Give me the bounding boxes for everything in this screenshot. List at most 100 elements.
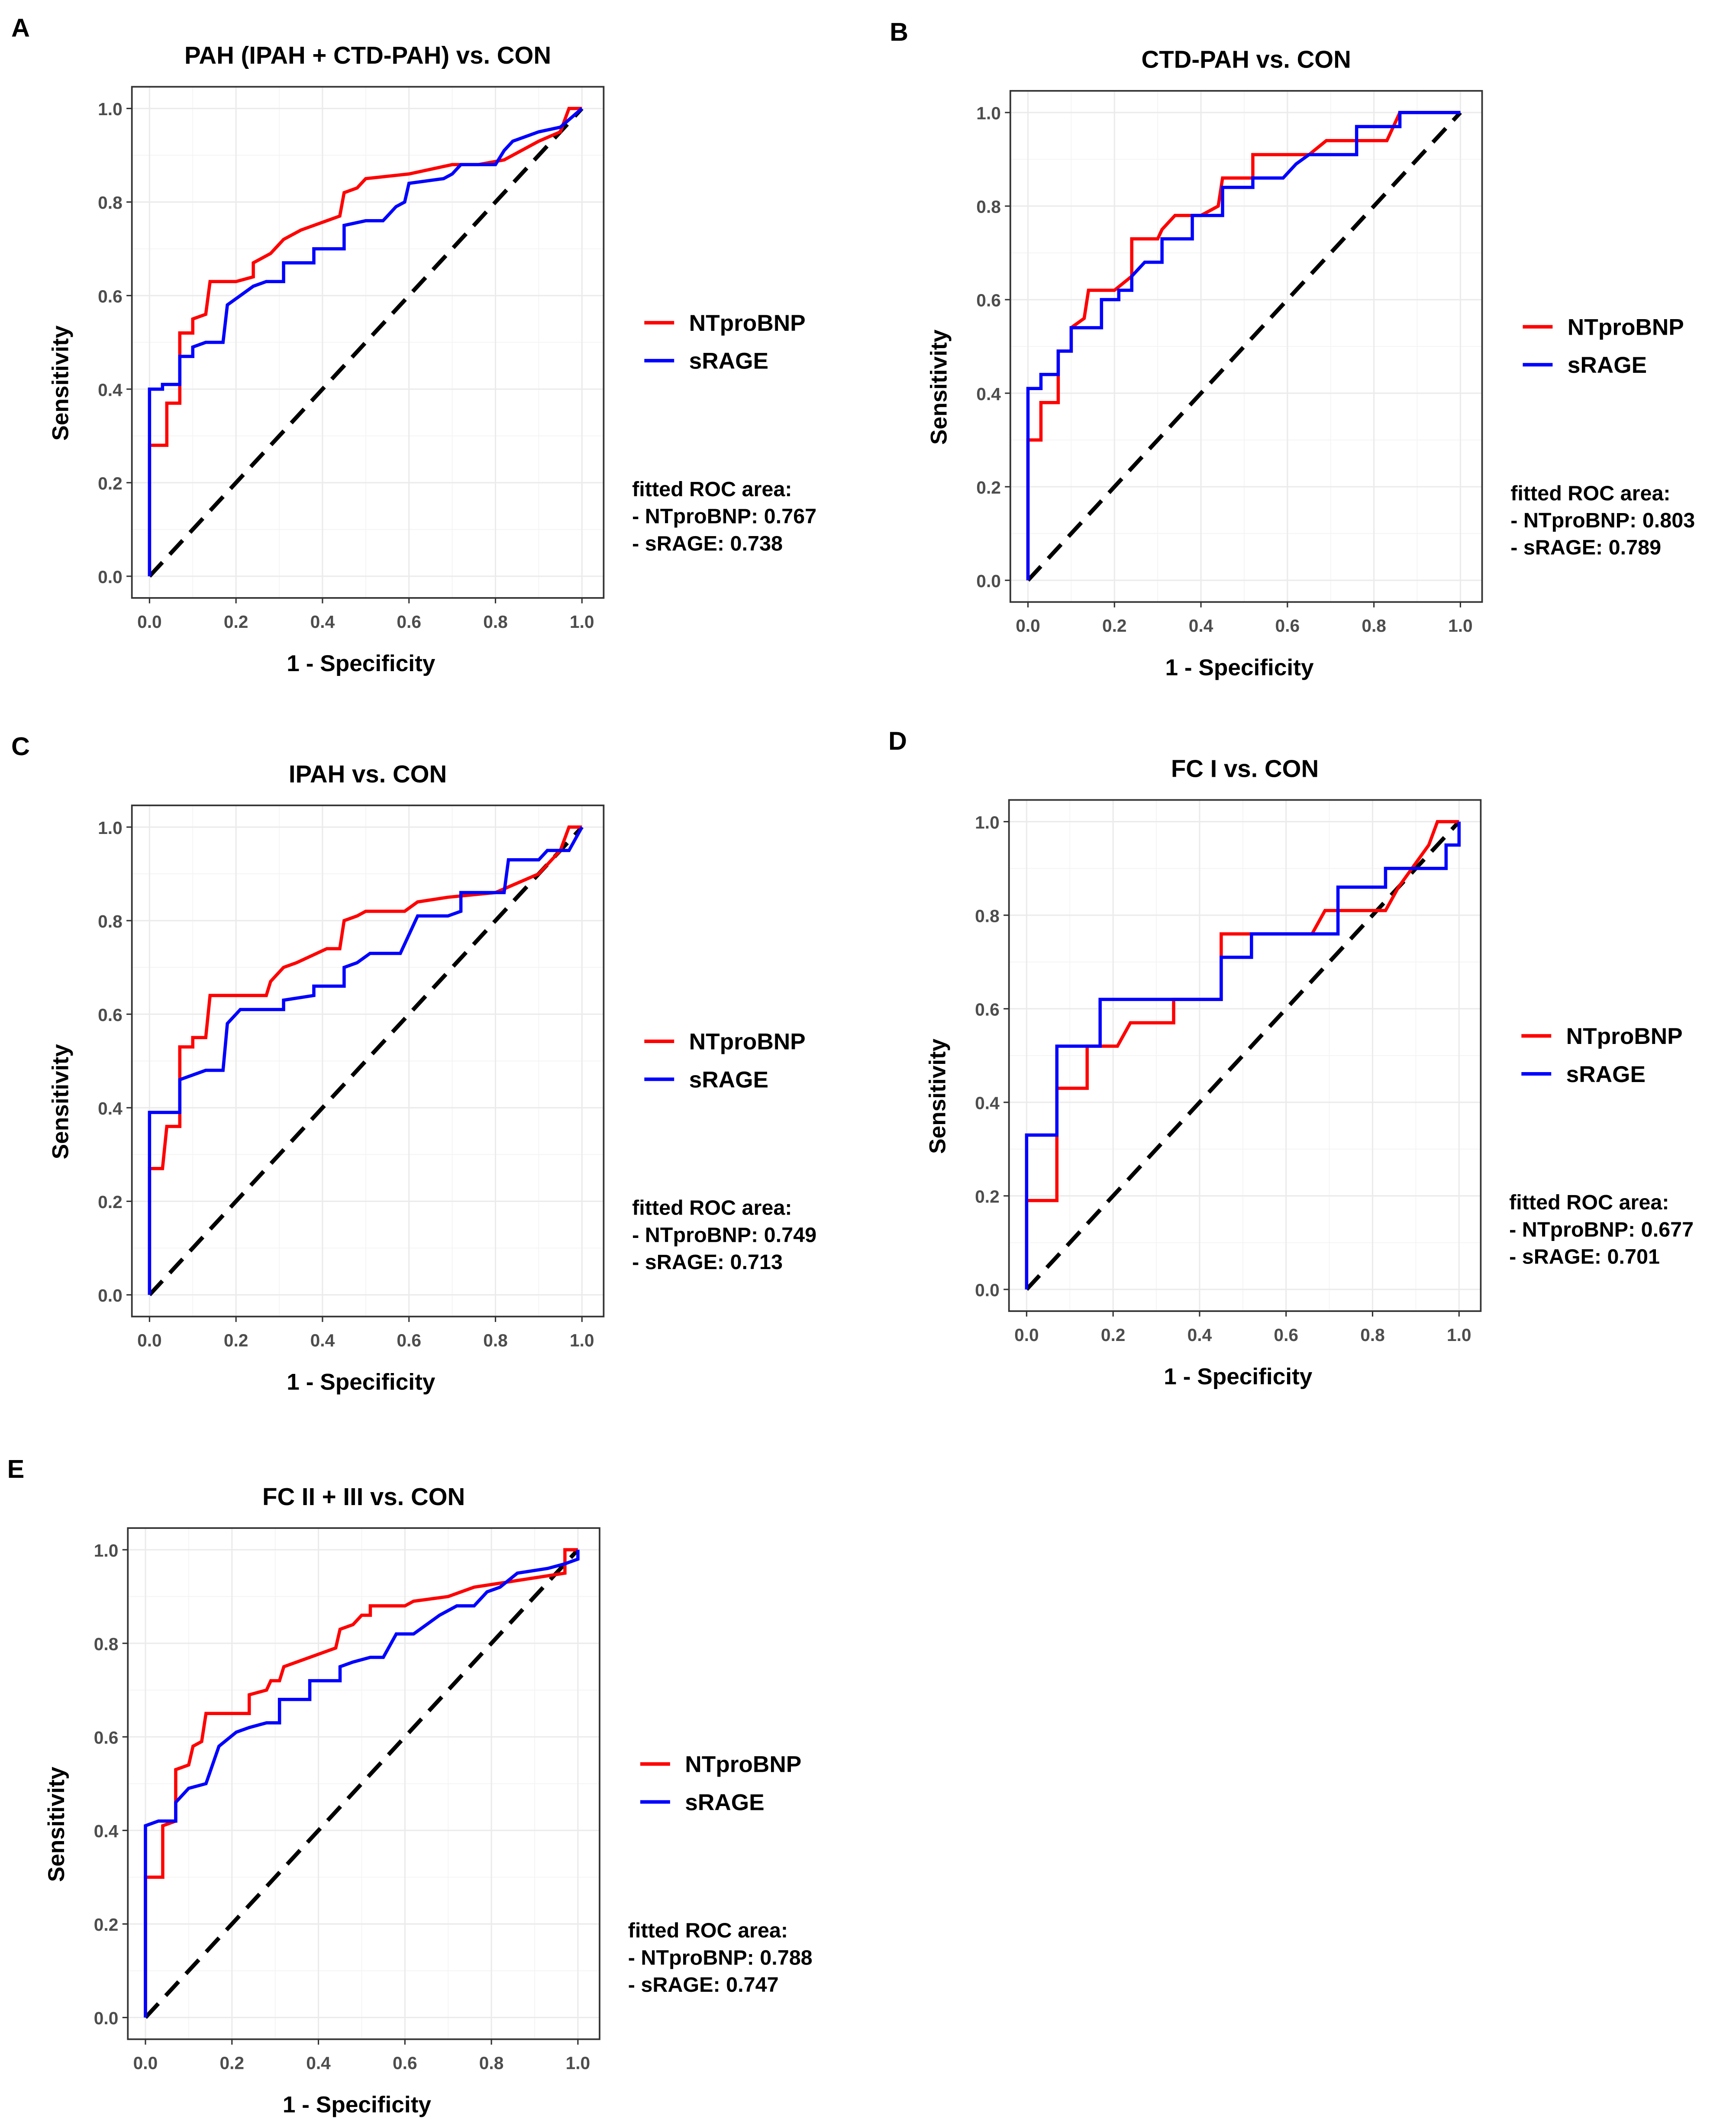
x-tick-label: 1.0 [566,2053,590,2073]
x-tick-label: 0.8 [1362,616,1386,636]
x-tick-label: 0.8 [479,2053,504,2073]
auc-heading: fitted ROC area: [628,1919,788,1942]
auc-heading: fitted ROC area: [1509,1191,1669,1214]
roc-panel-d: D FC I vs. CON 0.0 0.0 0.2 0.2 0.4 0.4 0.6 0.6 0.8… [888,727,1694,1389]
y-tick-label: 0.4 [976,384,1001,404]
auc-heading: fitted ROC area: [632,478,792,501]
x-tick-label: 1.0 [570,612,594,632]
auc-value-srage: - sRAGE: 0.789 [1510,536,1661,559]
chart-title: IPAH vs. CON [289,760,447,788]
y-tick-label: 0.0 [98,567,123,587]
x-tick-label: 0.6 [397,612,421,632]
y-tick-label: 0.2 [975,1187,1000,1207]
roc-panel-b: B CTD-PAH vs. CON 0.0 0.0 0.2 0.2 0.4 0.4 0.6 0.6… [890,17,1695,680]
x-tick-label: 0.4 [310,1330,335,1350]
legend-label-srage: sRAGE [689,1067,768,1092]
x-tick-label: 0.4 [1189,616,1213,636]
x-axis-label: 1 - Specificity [287,1370,435,1395]
y-axis-label: Sensitivity [926,330,952,445]
x-tick-label: 0.0 [137,1330,162,1350]
y-tick-label: 1.0 [976,103,1001,123]
y-axis-label: Sensitivity [48,1044,73,1160]
y-tick-label: 0.8 [98,911,123,931]
y-tick-label: 0.0 [98,1286,123,1305]
plot-frame [1009,90,1483,603]
y-tick-label: 0.4 [98,1099,123,1118]
legend-label-srage: sRAGE [1566,1062,1646,1087]
y-tick-label: 1.0 [98,818,123,838]
x-tick-label: 0.4 [306,2053,331,2073]
reference-diagonal [1025,820,1461,1291]
chart-title: PAH (IPAH + CTD-PAH) vs. CON [184,42,551,69]
x-tick-label: 0.6 [397,1330,421,1350]
y-tick-label: 0.8 [98,193,123,213]
auc-value-srage: - sRAGE: 0.747 [628,1973,779,1997]
reference-diagonal [148,107,584,578]
x-tick-label: 0.8 [483,612,508,632]
y-tick-label: 0.8 [94,1634,119,1654]
auc-value-srage: - sRAGE: 0.701 [1509,1245,1660,1268]
roc-panel-a: A PAH (IPAH + CTD-PAH) vs. CON 0.0 0.0 0.2 0.… [11,13,816,676]
chart-title: CTD-PAH vs. CON [1141,46,1351,73]
x-tick-label: 0.2 [1101,1325,1126,1345]
legend-label-ntprobnp: NTproBNP [689,310,806,336]
x-tick-label: 0.0 [1014,1325,1039,1345]
roc-curve-srage [1026,111,1461,581]
y-tick-label: 0.6 [94,1728,119,1748]
x-axis-label: 1 - Specificity [283,2092,431,2118]
auc-value-ntprobnp: - NTproBNP: 0.803 [1510,509,1695,532]
legend-label-ntprobnp: NTproBNP [1568,314,1684,340]
reference-diagonal [144,1548,580,2019]
chart-title: FC I vs. CON [1171,755,1319,782]
roc-curve-srage [144,1550,580,2018]
plot-frame [131,805,605,1318]
roc-curve-srage [148,107,583,576]
auc-value-srage: - sRAGE: 0.713 [632,1250,783,1274]
auc-heading: fitted ROC area: [632,1196,792,1220]
roc-curve-ntprobnp [144,1548,578,2018]
y-tick-label: 0.0 [94,2008,119,2028]
legend-label-srage: sRAGE [1568,352,1647,378]
panel-label: E [7,1454,25,1483]
y-tick-label: 0.6 [98,286,123,306]
legend-label-ntprobnp: NTproBNP [1566,1024,1683,1049]
y-tick-label: 0.4 [98,380,123,400]
x-tick-label: 0.8 [483,1330,508,1350]
x-tick-label: 0.6 [1274,1325,1298,1345]
x-axis-label: 1 - Specificity [1165,655,1313,680]
y-tick-label: 0.2 [98,473,123,493]
y-tick-label: 1.0 [975,812,1000,832]
panel-label: B [890,17,908,46]
y-tick-label: 0.0 [976,571,1001,591]
x-tick-label: 0.6 [393,2053,417,2073]
legend-label-ntprobnp: NTproBNP [689,1029,806,1055]
x-tick-label: 0.0 [133,2053,158,2073]
y-axis-label: Sensitivity [925,1038,950,1154]
plot-frame [127,1527,600,2040]
roc-panel-c: C IPAH vs. CON 0.0 0.0 0.2 0.2 0.4 0.4 0.6 0.6 0.8… [11,732,816,1395]
legend-label-srage: sRAGE [689,349,768,374]
y-tick-label: 0.4 [975,1093,1000,1113]
legend-label-ntprobnp: NTproBNP [685,1752,801,1777]
x-tick-label: 0.8 [1360,1325,1385,1345]
x-tick-label: 0.6 [1275,616,1300,636]
plot-frame [1008,799,1482,1312]
x-tick-label: 0.2 [219,2053,244,2073]
auc-heading: fitted ROC area: [1510,481,1670,505]
y-tick-label: 0.8 [975,906,1000,926]
reference-diagonal [1026,111,1462,582]
auc-value-ntprobnp: - NTproBNP: 0.677 [1509,1218,1694,1241]
chart-title: FC II + III vs. CON [262,1483,465,1510]
x-tick-label: 0.0 [1016,616,1040,636]
plot-frame [131,86,605,599]
y-tick-label: 1.0 [98,99,123,119]
y-tick-label: 0.0 [975,1280,1000,1300]
x-tick-label: 0.2 [1102,616,1127,636]
x-tick-label: 0.4 [1187,1325,1212,1345]
y-tick-label: 0.2 [98,1192,123,1212]
y-tick-label: 0.6 [975,999,1000,1019]
y-tick-label: 0.2 [94,1915,119,1935]
x-tick-label: 0.2 [224,1330,248,1350]
auc-value-ntprobnp: - NTproBNP: 0.788 [628,1946,813,1969]
roc-curve-ntprobnp [1026,111,1461,581]
